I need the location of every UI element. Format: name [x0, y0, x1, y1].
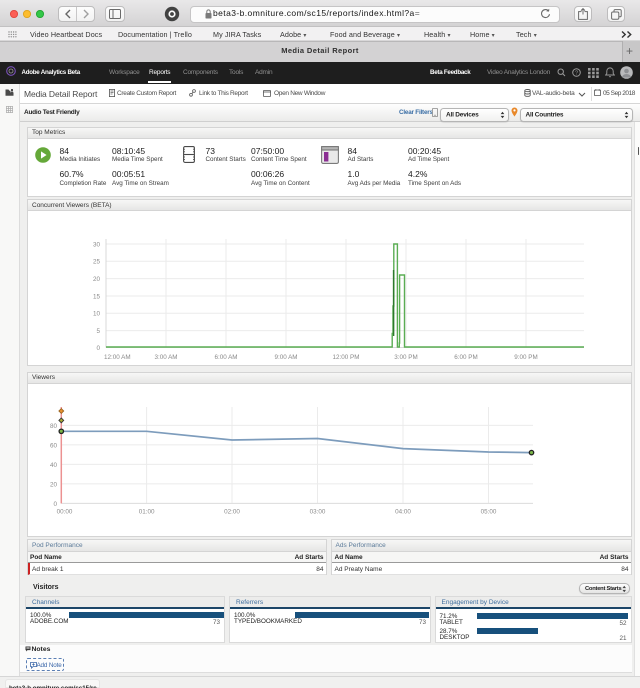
- svg-text:30: 30: [93, 241, 101, 248]
- svg-text:04:00: 04:00: [395, 509, 411, 516]
- svg-text:12:00 PM: 12:00 PM: [333, 354, 360, 361]
- svg-text:12:00 AM: 12:00 AM: [104, 354, 131, 361]
- svg-text:10: 10: [93, 311, 101, 318]
- svg-text:20: 20: [93, 276, 101, 283]
- svg-text:5: 5: [96, 328, 100, 335]
- svg-text:80: 80: [50, 423, 58, 430]
- svg-text:03:00: 03:00: [310, 509, 326, 516]
- svg-text:?: ?: [575, 71, 578, 77]
- svg-text:9:00 AM: 9:00 AM: [274, 354, 297, 361]
- svg-text:0: 0: [53, 501, 57, 508]
- svg-text:00:00: 00:00: [57, 509, 73, 516]
- svg-text:25: 25: [93, 259, 101, 266]
- svg-text:6:00 PM: 6:00 PM: [454, 354, 477, 361]
- svg-text:3:00 PM: 3:00 PM: [394, 354, 417, 361]
- svg-text:40: 40: [50, 462, 58, 469]
- svg-text:15: 15: [93, 293, 101, 300]
- svg-text:0: 0: [96, 345, 100, 352]
- svg-text:20: 20: [50, 482, 58, 489]
- svg-text:6:00 AM: 6:00 AM: [214, 354, 237, 361]
- svg-text:3:00 AM: 3:00 AM: [154, 354, 177, 361]
- svg-text:01:00: 01:00: [139, 509, 155, 516]
- svg-text:9:00 PM: 9:00 PM: [514, 354, 537, 361]
- svg-text:02:00: 02:00: [224, 509, 240, 516]
- svg-text:05:00: 05:00: [481, 509, 497, 516]
- svg-text:60: 60: [50, 443, 58, 450]
